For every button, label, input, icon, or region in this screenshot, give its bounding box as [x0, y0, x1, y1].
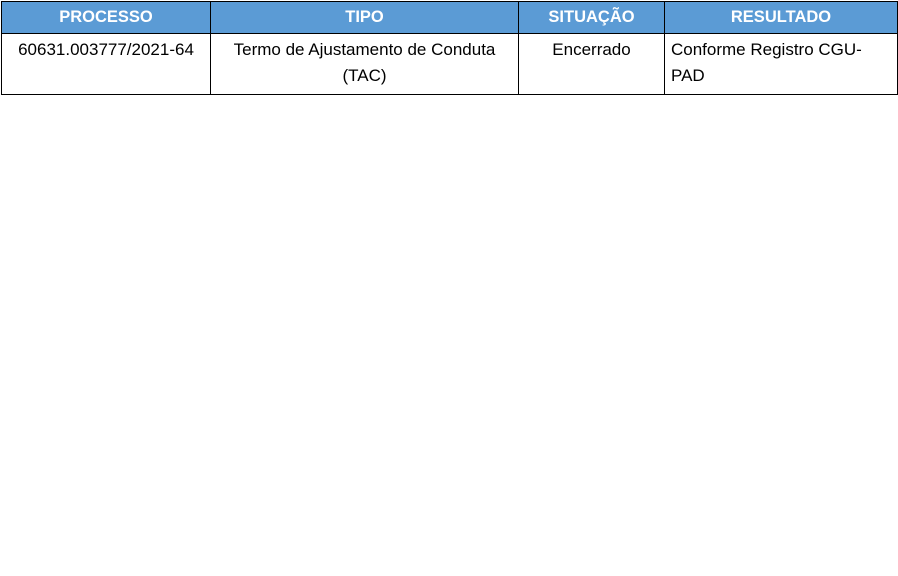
cell-tipo: Termo de Ajustamento de Conduta (TAC) [210, 33, 519, 95]
cell-processo: 60631.003777/2021-64 [1, 33, 211, 95]
cell-situacao: Encerrado [518, 33, 665, 95]
header-situacao: SITUAÇÃO [518, 1, 665, 34]
process-table: PROCESSO TIPO SITUAÇÃO RESULTADO 60631.0… [1, 1, 898, 95]
header-row: PROCESSO TIPO SITUAÇÃO RESULTADO [1, 1, 898, 34]
table-row: 60631.003777/2021-64 Termo de Ajustament… [1, 33, 898, 95]
header-processo: PROCESSO [1, 1, 211, 34]
header-resultado: RESULTADO [664, 1, 898, 34]
header-tipo: TIPO [210, 1, 519, 34]
cell-resultado: Conforme Registro CGU-PAD [664, 33, 898, 95]
